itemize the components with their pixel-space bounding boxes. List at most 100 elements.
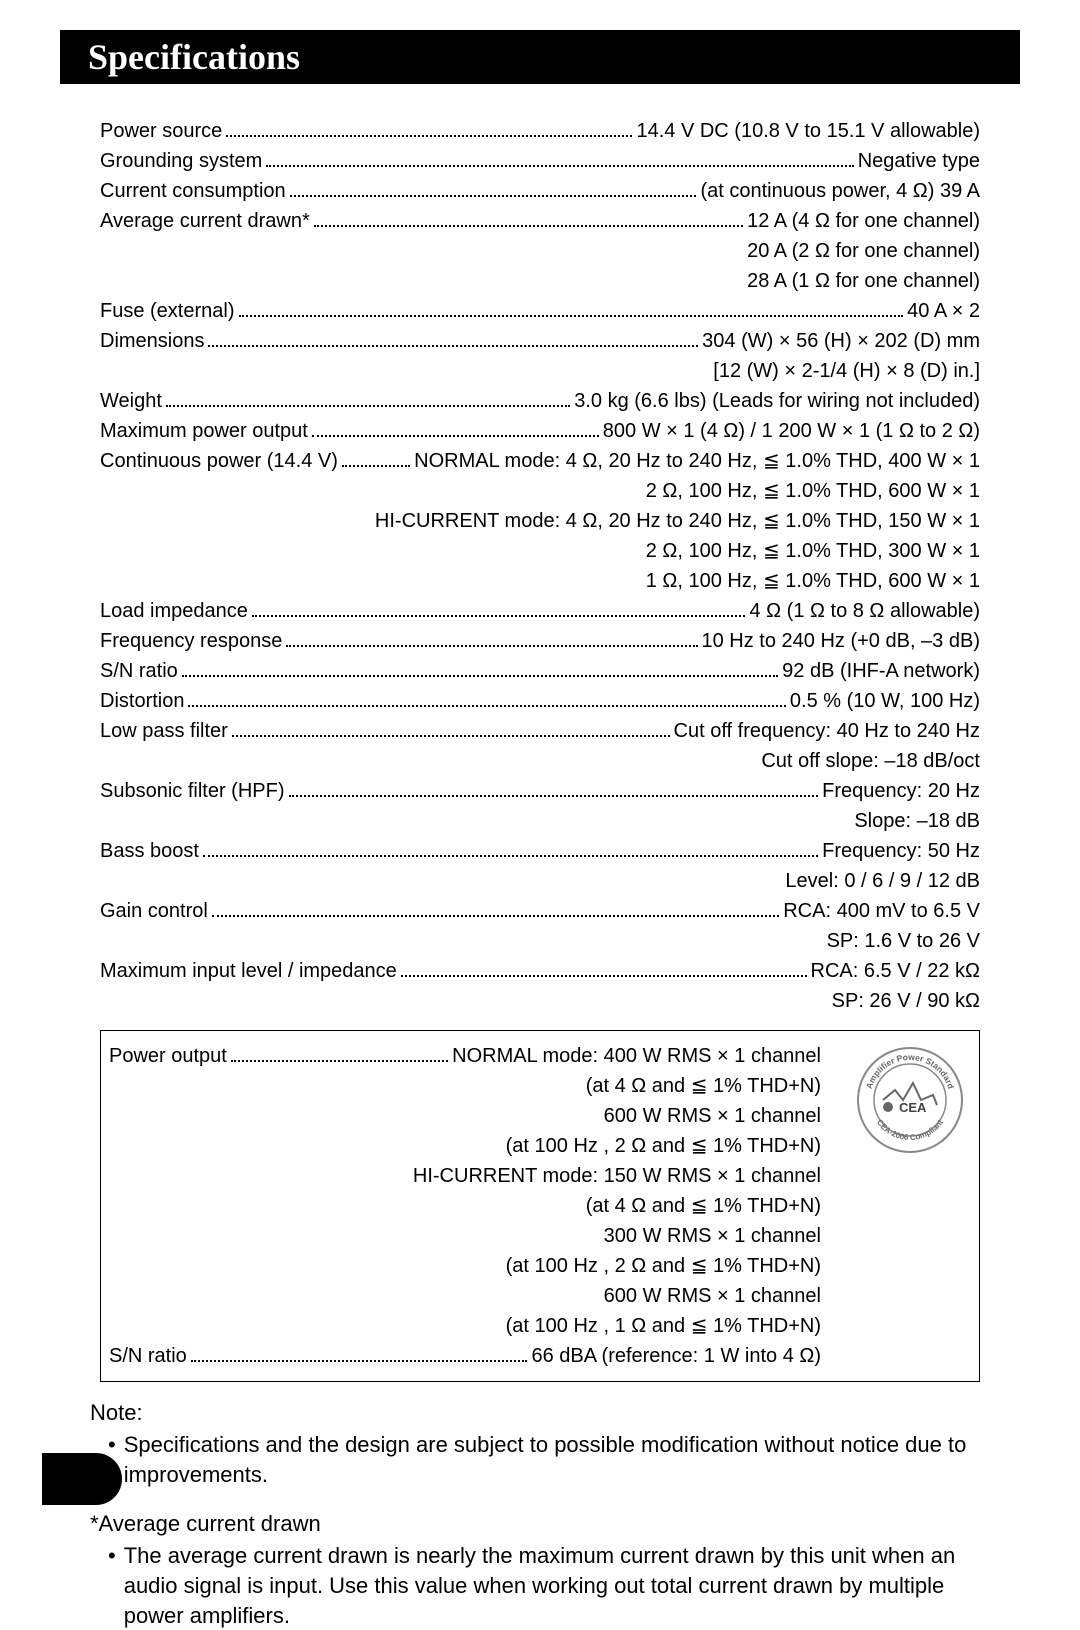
leader-dots (182, 659, 778, 677)
spec-value: Level: 0 / 6 / 9 / 12 dB (785, 866, 980, 896)
spec-value: 600 W RMS × 1 channel (604, 1281, 821, 1311)
spec-value: Negative type (858, 146, 980, 176)
spec-continuation: HI-CURRENT mode: 4 Ω, 20 Hz to 240 Hz, ≦… (100, 506, 980, 536)
spec-value: NORMAL mode: 4 Ω, 20 Hz to 240 Hz, ≦ 1.0… (414, 446, 980, 476)
spec-value: 10 Hz to 240 Hz (+0 dB, –3 dB) (702, 626, 981, 656)
spec-row: Average current drawn*12 A (4 Ω for one … (100, 206, 980, 236)
spec-continuation: 20 A (2 Ω for one channel) (100, 236, 980, 266)
leader-dots (208, 329, 698, 347)
spec-row: Current consumption(at continuous power,… (100, 176, 980, 206)
avg-current-heading: *Average current drawn (90, 1511, 990, 1537)
spec-row: Load impedance4 Ω (1 Ω to 8 Ω allowable) (100, 596, 980, 626)
spec-row: Maximum input level / impedance RCA: 6.5 … (100, 956, 980, 986)
spec-continuation: (at 100 Hz , 2 Ω and ≦ 1% THD+N) (109, 1251, 971, 1281)
spec-value: RCA: 6.5 V / 22 kΩ (811, 956, 980, 986)
spec-continuation: (at 4 Ω and ≦ 1% THD+N) (109, 1191, 971, 1221)
spec-value: 2 Ω, 100 Hz, ≦ 1.0% THD, 300 W × 1 (646, 536, 980, 566)
spec-row: Power source 14.4 V DC (10.8 V to 15.1 V … (100, 116, 980, 146)
spec-row: Dimensions 304 (W) × 56 (H) × 202 (D) mm (100, 326, 980, 356)
spec-row: S/N ratio 92 dB (IHF-A network) (100, 656, 980, 686)
spec-continuation: [12 (W) × 2-1/4 (H) × 8 (D) in.] (100, 356, 980, 386)
spec-label: Average current drawn* (100, 206, 310, 236)
leader-dots (286, 629, 697, 647)
spec-row: S/N ratio66 dBA (reference: 1 W into 4 Ω… (109, 1341, 971, 1371)
spec-value: Cut off frequency: 40 Hz to 240 Hz (674, 716, 980, 746)
spec-row: Frequency response10 Hz to 240 Hz (+0 dB… (100, 626, 980, 656)
spec-continuation: (at 100 Hz , 2 Ω and ≦ 1% THD+N) (109, 1131, 971, 1161)
spec-value: 304 (W) × 56 (H) × 202 (D) mm (702, 326, 980, 356)
leader-dots (266, 149, 853, 167)
spec-label: Maximum power output (100, 416, 308, 446)
spec-row: Weight 3.0 kg (6.6 lbs) (Leads for wiring… (100, 386, 980, 416)
spec-label: Bass boost (100, 836, 199, 866)
spec-row: Gain controlRCA: 400 mV to 6.5 V (100, 896, 980, 926)
spec-row: Grounding system Negative type (100, 146, 980, 176)
spec-value: HI-CURRENT mode: 4 Ω, 20 Hz to 240 Hz, ≦… (375, 506, 980, 536)
spec-label: Power source (100, 116, 222, 146)
avg-current-body: •The average current drawn is nearly the… (90, 1541, 990, 1630)
spec-value: 66 dBA (reference: 1 W into 4 Ω) (531, 1341, 821, 1371)
spec-continuation: 2 Ω, 100 Hz, ≦ 1.0% THD, 600 W × 1 (100, 476, 980, 506)
spec-value: 14.4 V DC (10.8 V to 15.1 V allowable) (636, 116, 980, 146)
note-heading: Note: (90, 1400, 990, 1426)
spec-value: 800 W × 1 (4 Ω) / 1 200 W × 1 (1 Ω to 2 … (603, 416, 980, 446)
spec-value: 0.5 % (10 W, 100 Hz) (790, 686, 980, 716)
spec-value: 92 dB (IHF-A network) (782, 656, 980, 686)
leader-dots (231, 1044, 448, 1062)
leader-dots (239, 299, 904, 317)
spec-value: SP: 1.6 V to 26 V (827, 926, 980, 956)
spec-value: 40 A × 2 (907, 296, 980, 326)
spec-continuation: Cut off slope: –18 dB/oct (100, 746, 980, 776)
spec-value: 4 Ω (1 Ω to 8 Ω allowable) (749, 596, 980, 626)
spec-continuation: 600 W RMS × 1 channel (109, 1101, 971, 1131)
spec-continuation: 28 A (1 Ω for one channel) (100, 266, 980, 296)
spec-continuation: HI-CURRENT mode: 150 W RMS × 1 channel (109, 1161, 971, 1191)
spec-value: Frequency: 20 Hz (822, 776, 980, 806)
spec-value: 600 W RMS × 1 channel (604, 1101, 821, 1131)
leader-dots (342, 449, 410, 467)
spec-continuation: Level: 0 / 6 / 9 / 12 dB (100, 866, 980, 896)
spec-value: [12 (W) × 2-1/4 (H) × 8 (D) in.] (713, 356, 980, 386)
notes-section: Note: •Specifications and the design are… (60, 1400, 1020, 1630)
spec-row: Bass boost Frequency: 50 Hz (100, 836, 980, 866)
spec-value: Cut off slope: –18 dB/oct (761, 746, 980, 776)
spec-continuation: 1 Ω, 100 Hz, ≦ 1.0% THD, 600 W × 1 (100, 566, 980, 596)
spec-value: NORMAL mode: 400 W RMS × 1 channel (452, 1041, 821, 1071)
spec-label: Grounding system (100, 146, 262, 176)
spec-label: Maximum input level / impedance (100, 956, 397, 986)
spec-value: (at 100 Hz , 2 Ω and ≦ 1% THD+N) (506, 1131, 821, 1161)
spec-label: Low pass filter (100, 716, 228, 746)
spec-row: Distortion 0.5 % (10 W, 100 Hz) (100, 686, 980, 716)
spec-label: Continuous power (14.4 V) (100, 446, 338, 476)
spec-label: Dimensions (100, 326, 204, 356)
spec-continuation: SP: 1.6 V to 26 V (100, 926, 980, 956)
spec-row: Low pass filter Cut off frequency: 40 Hz … (100, 716, 980, 746)
spec-value: Frequency: 50 Hz (822, 836, 980, 866)
spec-value: (at 4 Ω and ≦ 1% THD+N) (586, 1071, 821, 1101)
leader-dots (314, 209, 743, 227)
leader-dots (289, 779, 819, 797)
page-tab-icon (42, 1453, 122, 1505)
spec-label: Weight (100, 386, 162, 416)
spec-value: 3.0 kg (6.6 lbs) (Leads for wiring not i… (574, 386, 980, 416)
leader-dots (232, 719, 670, 737)
spec-continuation: 600 W RMS × 1 channel (109, 1281, 971, 1311)
spec-continuation: (at 4 Ω and ≦ 1% THD+N) (109, 1071, 971, 1101)
spec-value: (at continuous power, 4 Ω) 39 A (700, 176, 980, 206)
spec-value: HI-CURRENT mode: 150 W RMS × 1 channel (413, 1161, 821, 1191)
leader-dots (290, 179, 697, 197)
spec-label: Power output (109, 1041, 227, 1071)
leader-dots (252, 599, 746, 617)
spec-value: 20 A (2 Ω for one channel) (747, 236, 980, 266)
leader-dots (401, 959, 807, 977)
svg-text:CEA: CEA (899, 1100, 927, 1115)
spec-label: Subsonic filter (HPF) (100, 776, 285, 806)
spec-label: Distortion (100, 686, 184, 716)
spec-value: (at 4 Ω and ≦ 1% THD+N) (586, 1191, 821, 1221)
spec-continuation: 2 Ω, 100 Hz, ≦ 1.0% THD, 300 W × 1 (100, 536, 980, 566)
spec-value: 1 Ω, 100 Hz, ≦ 1.0% THD, 600 W × 1 (646, 566, 980, 596)
spec-label: S/N ratio (100, 656, 178, 686)
spec-value: 300 W RMS × 1 channel (604, 1221, 821, 1251)
spec-row: Maximum power output 800 W × 1 (4 Ω) / 1 … (100, 416, 980, 446)
spec-continuation: Slope: –18 dB (100, 806, 980, 836)
